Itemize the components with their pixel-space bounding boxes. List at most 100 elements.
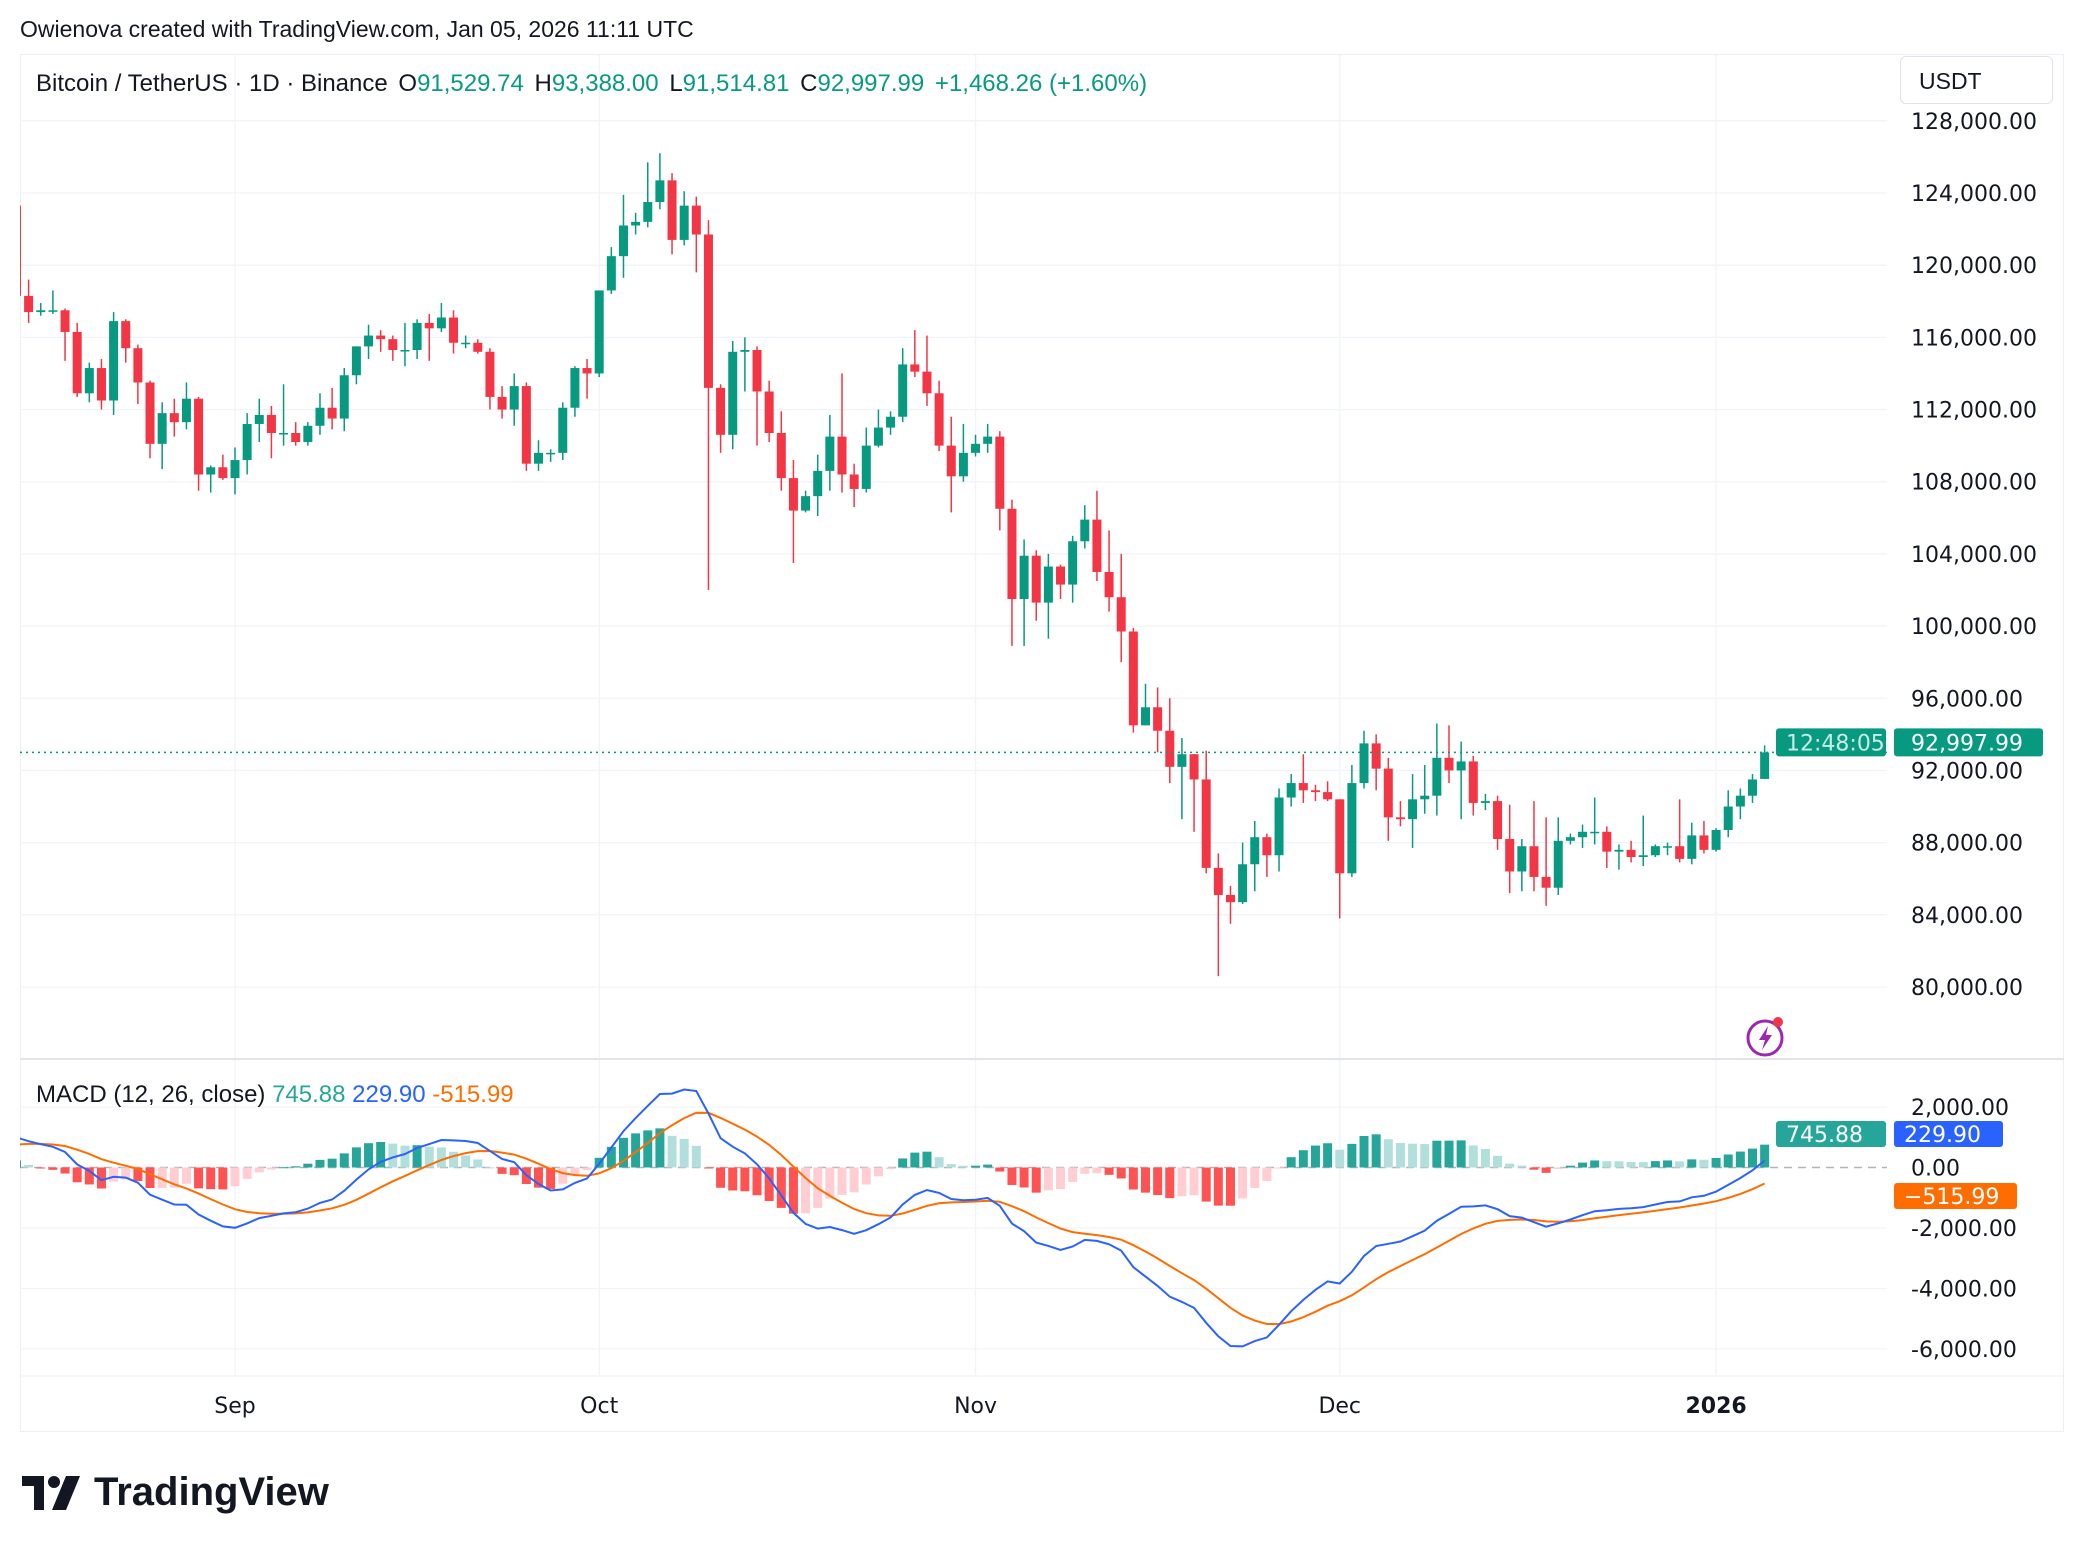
macd-histogram-bar — [20, 1160, 21, 1168]
price-tick-label: 128,000.00 — [1911, 110, 2037, 135]
price-tick-label: 88,000.00 — [1911, 832, 2023, 857]
macd-histogram-bar — [1225, 1167, 1235, 1206]
candle-body — [1104, 571, 1114, 598]
macd-histogram-bar — [1250, 1167, 1260, 1188]
macd-histogram-bar — [315, 1159, 325, 1168]
macd-histogram-bar — [1201, 1167, 1211, 1202]
macd-signal-line — [20, 1111, 1766, 1326]
macd-histogram-bar — [509, 1167, 519, 1176]
candle-body — [813, 470, 823, 497]
candle-body — [84, 368, 94, 394]
macd-histogram-bar — [327, 1158, 337, 1168]
time-tick-label: 2026 — [1685, 1394, 1746, 1419]
candle-body — [1031, 555, 1041, 603]
macd-histogram-bar — [801, 1167, 811, 1214]
macd-histogram-bar — [436, 1147, 446, 1168]
candle-body — [1493, 801, 1503, 840]
candle-body — [242, 423, 252, 461]
macd-title[interactable]: MACD (12, 26, close) — [36, 1081, 266, 1108]
candle-body — [169, 413, 179, 423]
candle-body — [1298, 783, 1308, 791]
macd-histogram-bar — [291, 1166, 301, 1168]
macd-histogram-bar — [351, 1147, 361, 1168]
candle-body — [691, 205, 701, 235]
candle-body — [36, 310, 46, 313]
candle-body — [145, 382, 155, 444]
price-tick-label: 92,000.00 — [1911, 759, 2023, 784]
candle-body — [667, 180, 677, 240]
candle-body — [873, 427, 883, 446]
macd-histogram-bar — [1590, 1160, 1600, 1168]
macd-histogram-badge-label: 745.88 — [1786, 1123, 1863, 1148]
candle-body — [1517, 846, 1527, 872]
candle-body — [1165, 730, 1175, 767]
last-price-label: 92,997.99 — [1911, 731, 2023, 756]
candle-body — [1529, 846, 1539, 877]
macd-histogram-bar — [181, 1167, 191, 1184]
candle-body — [436, 317, 446, 329]
candle-body — [1590, 831, 1600, 834]
lightning-icon[interactable] — [1745, 1014, 1789, 1058]
macd-histogram-bar — [1748, 1148, 1757, 1168]
price-tick-label: 80,000.00 — [1911, 976, 2023, 1001]
macd-histogram-bar — [96, 1167, 106, 1189]
currency-button[interactable]: USDT — [1900, 56, 2053, 104]
candle-body — [983, 436, 993, 444]
candle-body — [740, 349, 750, 352]
macd-histogram-bar — [84, 1167, 94, 1185]
open-value: 91,529.74 — [417, 70, 524, 97]
open-label: O — [398, 70, 418, 97]
tradingview-logo[interactable]: TradingView — [22, 1470, 329, 1515]
macd-histogram-bar — [1420, 1144, 1430, 1168]
macd-histogram-bar — [1007, 1167, 1017, 1185]
candle-body — [412, 322, 422, 350]
price-tick-label: 112,000.00 — [1911, 399, 2037, 424]
macd-histogram-bar — [1104, 1167, 1114, 1175]
candle-body — [546, 452, 556, 455]
low-label: L — [669, 70, 683, 97]
candle-body — [1541, 876, 1551, 888]
candle-body — [1723, 806, 1733, 830]
candle-body — [1043, 566, 1053, 603]
candle-body — [230, 460, 240, 479]
symbol-name[interactable]: Bitcoin / TetherUS · 1D · Binance — [36, 70, 388, 97]
macd-histogram-bar — [473, 1159, 483, 1168]
candle-body — [1323, 792, 1333, 800]
macd-histogram-bar — [1323, 1143, 1333, 1168]
candle-body — [1408, 799, 1418, 820]
macd-histogram-bar — [1565, 1165, 1575, 1168]
macd-histogram-bar — [1505, 1163, 1515, 1168]
macd-histogram-bar — [1031, 1167, 1041, 1193]
candle-body — [716, 387, 726, 435]
macd-histogram-bar — [1602, 1161, 1612, 1168]
macd-histogram-bar — [1760, 1144, 1770, 1168]
countdown-badge — [1776, 728, 1886, 757]
macd-tick-label: 0.00 — [1911, 1157, 1960, 1182]
candle-body — [1505, 839, 1515, 872]
macd-histogram-bar — [1408, 1143, 1418, 1168]
macd-histogram-bar — [1238, 1167, 1248, 1199]
candle-body — [861, 445, 871, 489]
candle-body — [473, 342, 483, 352]
candle-body — [958, 452, 968, 477]
macd-histogram-bar — [1444, 1140, 1454, 1168]
candle-body — [606, 256, 616, 291]
candle-body — [1614, 849, 1624, 852]
candle-body — [1383, 768, 1393, 818]
candle-body — [1578, 831, 1588, 838]
candle-body — [922, 371, 932, 394]
candle-body — [1189, 754, 1199, 780]
candle-body — [801, 496, 811, 511]
macd-histogram-bar — [48, 1167, 58, 1170]
candle-body — [157, 413, 167, 444]
candle-body — [946, 445, 956, 477]
macd-histogram-bar — [776, 1167, 786, 1208]
macd-histogram-bar — [1177, 1167, 1187, 1197]
candle-body — [206, 467, 216, 475]
macd-histogram-bar — [1395, 1143, 1405, 1168]
candle-body — [1250, 837, 1260, 865]
macd-histogram-bar — [1189, 1167, 1199, 1196]
candle-body — [1638, 855, 1648, 858]
macd-histogram-bar — [1347, 1143, 1357, 1168]
